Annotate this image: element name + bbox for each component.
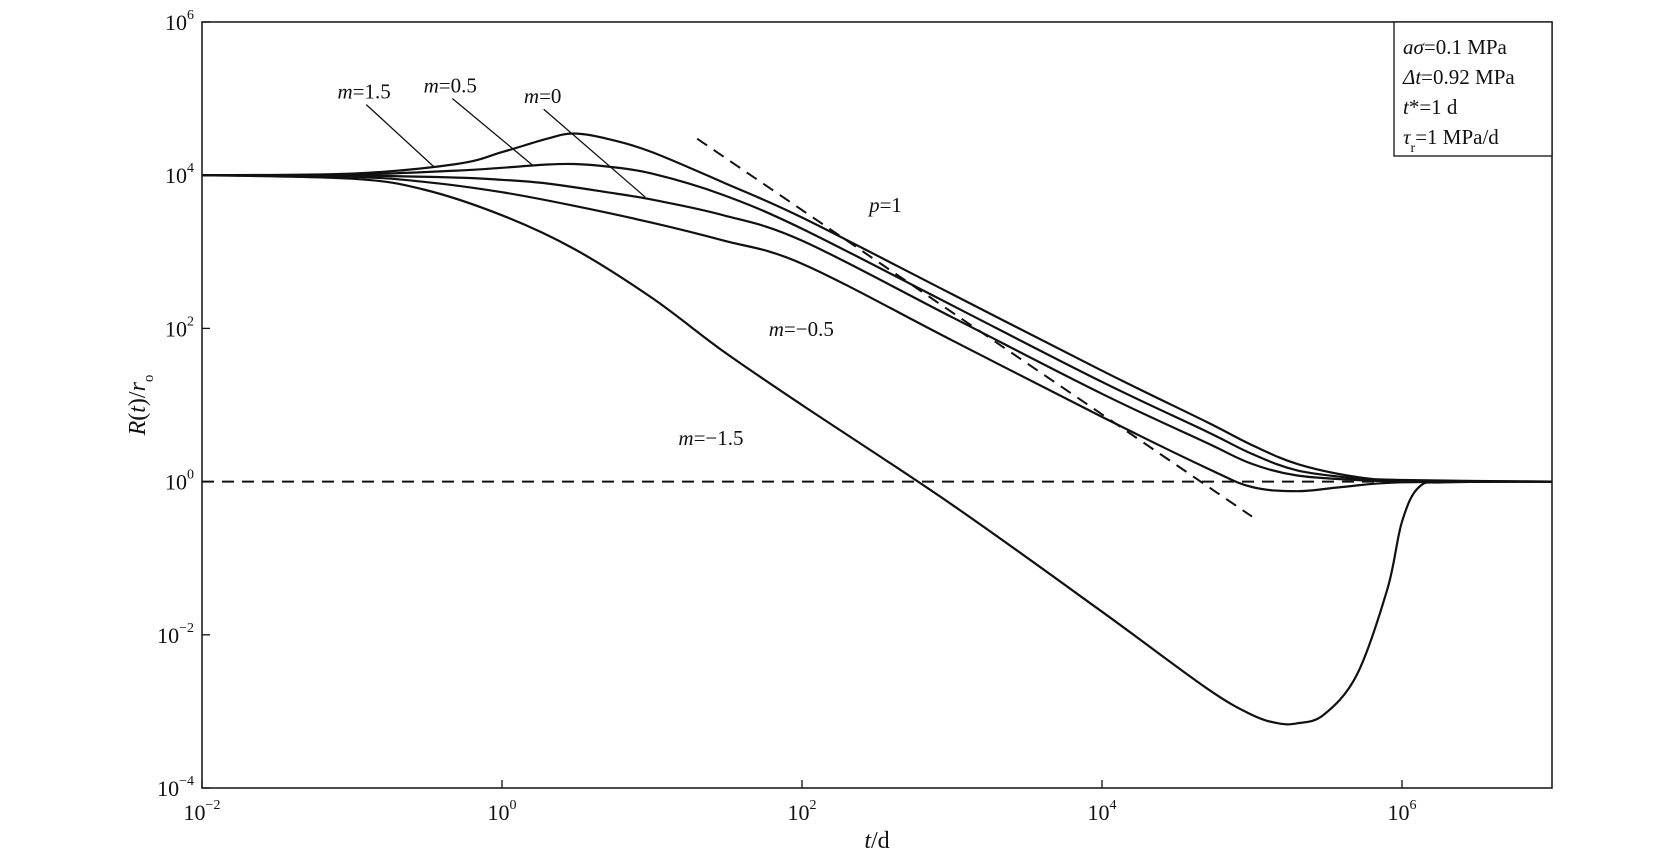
x-tick-exp: 0 — [510, 798, 517, 813]
x-tick-label: 104 — [1088, 798, 1117, 825]
series-line-0 — [201, 132, 1553, 483]
annotation-var: p — [867, 193, 880, 217]
x-tick-exp: −2 — [206, 798, 221, 813]
annotation-value: =−0.5 — [784, 317, 834, 341]
y-tick-label: 100 — [165, 468, 194, 495]
annotation-mneg05: m=−0.5 — [769, 317, 834, 341]
annotation-m05: m=0.5 — [424, 74, 477, 98]
annotation-var: m — [424, 74, 439, 98]
x-tick-exp: 2 — [810, 798, 817, 813]
y-axis-label-sub: o — [141, 375, 157, 383]
annotation-leader-m05 — [451, 98, 534, 166]
y-tick-exp: −4 — [179, 774, 194, 789]
x-axis-label-unit: /d — [871, 828, 890, 854]
annotation-var: m — [769, 317, 784, 341]
legend-value: =0.92 MPa — [1421, 65, 1515, 89]
annotation-value: =1 — [880, 193, 902, 217]
legend-value: =1 MPa/d — [1415, 125, 1499, 149]
series-line-4 — [201, 174, 1553, 726]
annotation-m0: m=0 — [524, 84, 562, 108]
y-tick-exp: 0 — [187, 468, 194, 483]
x-tick-label: 102 — [788, 798, 817, 825]
y-tick-exp: 4 — [187, 161, 194, 176]
reference-lines — [202, 137, 1552, 518]
legend-entry: t*=1 d — [1403, 95, 1458, 119]
y-tick-base: 10 — [165, 163, 187, 188]
y-axis-label-func: R — [125, 420, 151, 436]
annotation-m15: m=1.5 — [337, 80, 390, 104]
annotation-var: m — [337, 80, 352, 104]
legend-symbol: aσ — [1403, 35, 1426, 59]
x-tick-base: 10 — [1088, 800, 1110, 825]
legend-symbol: t — [1403, 95, 1410, 119]
y-axis-label: R(t)/ro — [125, 375, 157, 437]
legend-value: *=1 d — [1409, 95, 1458, 119]
y-tick-label: 10−4 — [157, 774, 194, 801]
series-line-2 — [201, 174, 1553, 483]
legend-subscript: r — [1411, 141, 1416, 156]
y-axis-label-var: t — [125, 405, 151, 413]
plot-frame — [201, 21, 1553, 789]
x-tick-exp: 6 — [1410, 798, 1417, 813]
annotation-value: =0 — [539, 84, 561, 108]
x-tick-label: 100 — [488, 798, 517, 825]
annotation-leader-m15 — [365, 104, 435, 167]
x-tick-label: 10−2 — [184, 798, 221, 825]
y-tick-label: 104 — [165, 161, 194, 188]
x-tick-base: 10 — [1388, 800, 1410, 825]
series-line-1 — [201, 162, 1553, 483]
y-tick-base: 10 — [165, 470, 187, 495]
annotation-value: =−1.5 — [694, 426, 744, 450]
x-axis-label-var: t — [864, 828, 872, 854]
legend-entry: Δt=0.92 MPa — [1402, 65, 1515, 89]
y-tick-base: 10 — [165, 10, 187, 35]
legend-entry: τr=1 MPa/d — [1403, 125, 1499, 156]
x-tick-base: 10 — [788, 800, 810, 825]
curve-annotations: m=1.5 m=0.5 m=0m=−0.5m=−1.5p=1 — [337, 74, 901, 451]
series-line-3 — [201, 174, 1553, 493]
x-tick-base: 10 — [184, 800, 206, 825]
y-tick-base: 10 — [165, 316, 187, 341]
x-axis-label: t/d — [864, 828, 889, 854]
y-tick-exp: 2 — [187, 314, 194, 329]
y-tick-label: 10−2 — [157, 621, 194, 648]
x-tick-base: 10 — [488, 800, 510, 825]
x-tick-exp: 4 — [1110, 798, 1117, 813]
annotation-value: =0.5 — [439, 74, 477, 98]
annotation-value: =1.5 — [353, 80, 391, 104]
y-tick-exp: −2 — [179, 621, 194, 636]
annotation-var: m — [678, 426, 693, 450]
y-axis-label-close: )/ — [125, 391, 151, 406]
legend-symbol: τ — [1403, 125, 1412, 149]
series-curves — [201, 132, 1553, 726]
y-tick-exp: 6 — [187, 8, 194, 23]
y-axis-label-radius: r — [125, 381, 151, 391]
y-tick-base: 10 — [157, 623, 179, 648]
legend-entry: aσ=0.1 MPa — [1403, 35, 1508, 59]
reference-line-slope — [696, 137, 1253, 518]
annotation-var: m — [524, 84, 539, 108]
legend-value: =0.1 MPa — [1424, 35, 1508, 59]
annotation-leader-m0 — [543, 108, 646, 198]
legend-symbol: Δt — [1402, 65, 1422, 89]
y-tick-base: 10 — [157, 776, 179, 801]
x-tick-label: 106 — [1388, 798, 1417, 825]
annotation-mneg15: m=−1.5 — [678, 426, 743, 450]
y-axis-label-paren: ( — [125, 413, 151, 421]
legend-box — [1393, 21, 1553, 157]
y-tick-label: 106 — [165, 8, 194, 35]
annotation-p1: p=1 — [867, 193, 902, 217]
y-tick-label: 102 — [165, 314, 194, 341]
